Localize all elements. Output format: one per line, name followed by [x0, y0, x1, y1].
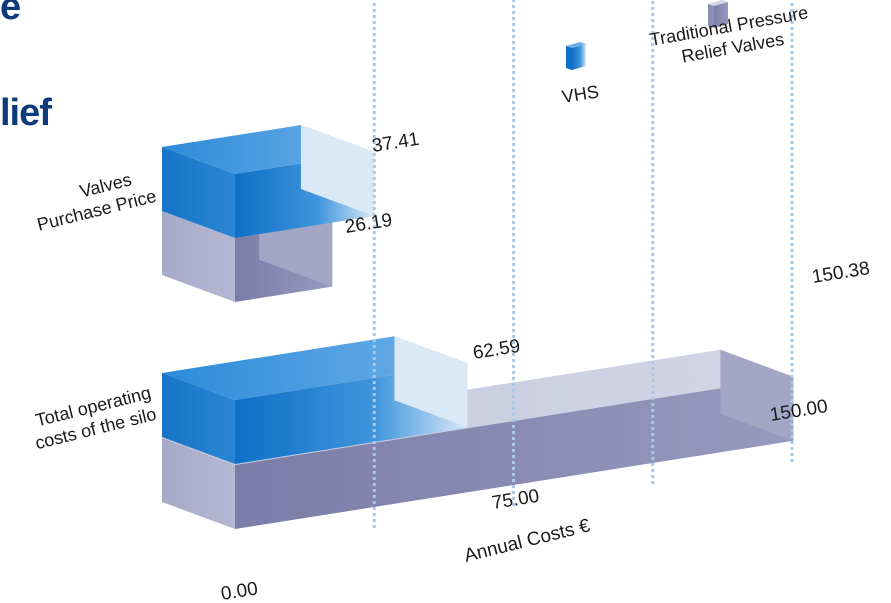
legend-swatch-vhs [566, 42, 586, 70]
bar-purchase-vhs-end [300, 125, 374, 217]
category-label-purchase: Valves Purchase Price [35, 169, 158, 234]
bar-operating-traditional-side [162, 438, 235, 529]
bar-operating-vhs-top [162, 336, 468, 400]
bar-operating-vhs-side [162, 373, 235, 464]
value-label-vhs-purchase: 37.41 [370, 129, 420, 157]
bar-purchase-traditional-side [162, 211, 235, 302]
bars-layer [162, 125, 794, 529]
legend: VHS Traditional Pressure Relief Valves [560, 0, 810, 107]
title-fragment-second: lief [0, 92, 52, 134]
bar-operating-vhs-end [394, 336, 468, 428]
title-fragment-top: e [0, 0, 21, 28]
x-axis-title: Annual Costs € [462, 515, 593, 567]
gridlines [372, 0, 794, 529]
x-tick-label-0: 0.00 [219, 578, 259, 603]
legend-swatch-traditional [708, 0, 728, 28]
x-tick-label-75: 75.00 [490, 486, 540, 514]
legend-label-traditional: Traditional Pressure Relief Valves [648, 2, 809, 66]
bar-operating-traditional-end [720, 349, 794, 441]
legend-label-vhs: VHS [560, 81, 600, 107]
value-label-traditional-operating: 150.38 [810, 258, 871, 288]
category-label-operating: Total operating costs of the silo [33, 382, 158, 453]
bar-purchase-vhs-side [162, 147, 235, 238]
